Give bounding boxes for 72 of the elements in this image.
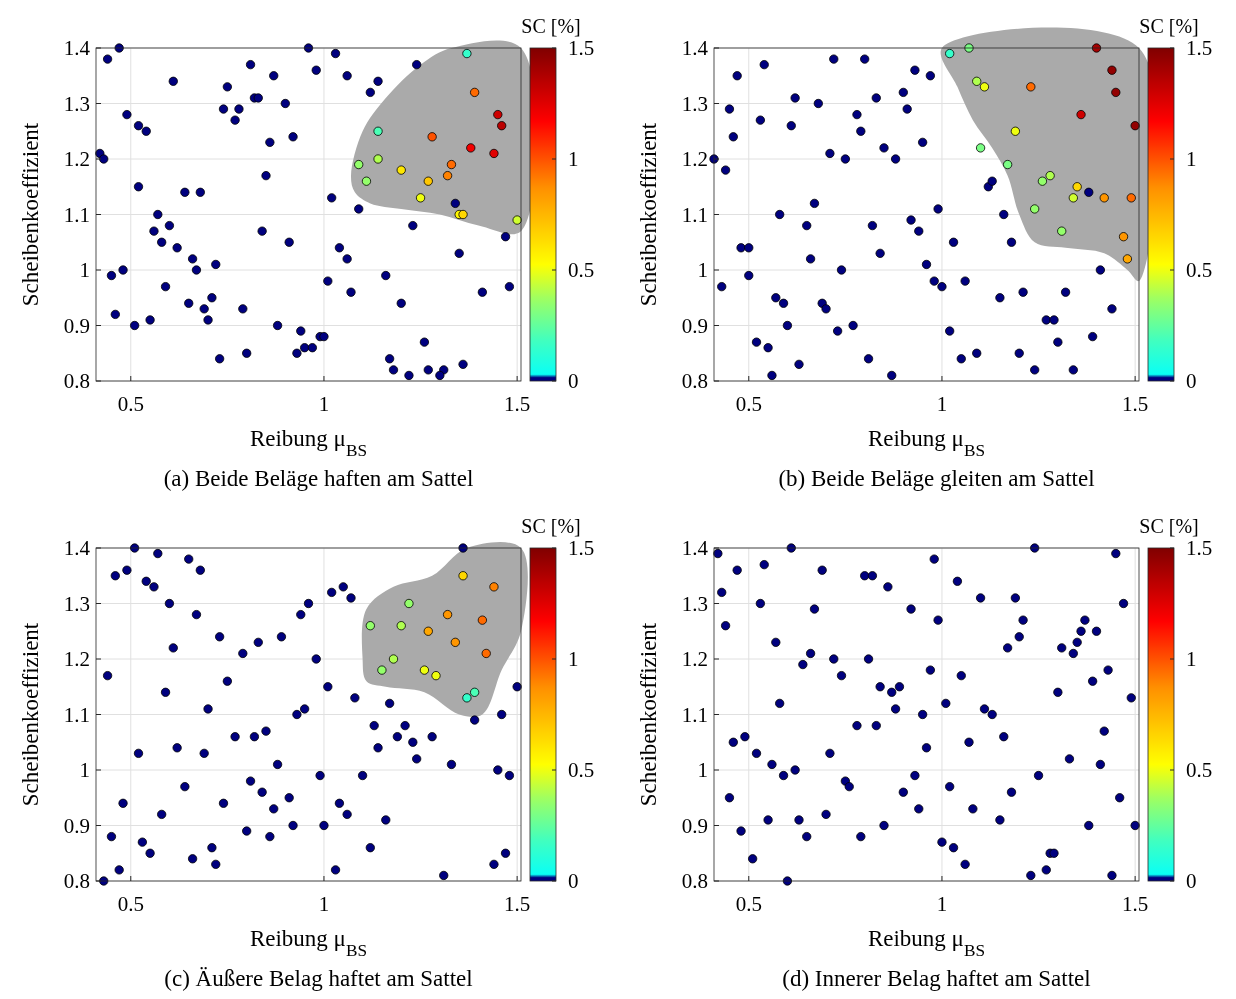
color-bar-title: SC [%] [521,15,581,37]
color-bar-label: 1 [568,147,579,172]
color-bar-label: 0 [568,869,579,894]
y-tick-label: 0.9 [681,313,708,338]
y-tick-label: 1.1 [63,702,90,727]
x-tick-label: 0.5 [117,392,144,416]
y-tick-label: 1.4 [681,536,709,561]
color-bar-label: 1.5 [568,536,595,561]
color-bar-label: 1.5 [1186,36,1213,61]
color-bar-label: 0 [568,369,579,394]
text: (c) Äußere Belag haftet am Sattel [164,966,473,991]
x-tick-label: 1.5 [1122,892,1149,916]
y-tick-label: 0.8 [63,369,90,394]
y-tick-label: 1.3 [681,591,708,616]
x-tick-label: 1 [936,392,948,416]
y-tick-label: 1.4 [681,36,709,61]
y-tick-label: 1.1 [63,202,90,227]
y-tick-label: 1.4 [63,36,91,61]
y-tick-label: 0.9 [681,813,708,838]
color-bar-label: 0.5 [568,258,595,283]
y-tick-label: 0.8 [63,869,90,894]
color-bar-label: 1 [1186,147,1197,172]
y-axis-title: Scheibenkoeffizient [18,622,43,807]
x-axis-title: Reibung μ$_{BS}$ [867,926,986,960]
x-tick-label: 1.5 [504,892,531,916]
color-bar-label: 0 [1186,869,1197,894]
color-bar-label: 0 [1186,369,1197,394]
color-bar-title: SC [%] [1139,15,1199,37]
color-bar-label: 1.5 [568,36,595,61]
y-tick-label: 1.1 [681,202,708,227]
color-bar-label: 0.5 [1186,758,1213,783]
y-axis-title: Scheibenkoeffizient [636,622,661,807]
y-tick-label: 1.2 [63,147,90,172]
y-tick-label: 1.4 [63,536,91,561]
x-tick-label: 0.5 [735,892,762,916]
y-tick-label: 1.2 [681,147,708,172]
y-tick-label: 1.3 [681,91,708,116]
y-tick-label: 1.3 [63,591,90,616]
x-tick-label: 0.5 [735,392,762,416]
x-tick-label: 1.5 [1122,392,1149,416]
x-tick-label: 0.5 [117,892,144,916]
y-tick-label: 0.8 [681,369,708,394]
color-bar-label: 0.5 [568,758,595,783]
y-tick-label: 1 [79,758,90,783]
y-tick-label: 1 [79,258,90,283]
y-axis-title: Scheibenkoeffizient [636,122,661,307]
x-tick-label: 1 [318,892,330,916]
y-tick-label: 1.3 [63,91,90,116]
color-bar-title: SC [%] [1139,515,1199,537]
x-tick-label: 1 [318,392,330,416]
color-bar-label: 1 [1186,647,1197,672]
y-tick-label: 0.9 [63,313,90,338]
y-tick-label: 1.2 [63,647,90,672]
color-bar-label: 1.5 [1186,536,1213,561]
x-axis-title: Reibung μ$_{BS}$ [249,426,368,460]
y-tick-label: 1.2 [681,647,708,672]
color-bar-label: 0.5 [1186,258,1213,283]
x-tick-label: 1.5 [504,392,531,416]
text: (b) Beide Beläge gleiten am Sattel [778,466,1095,491]
y-axis-title: Scheibenkoeffizient [18,122,43,307]
x-axis-title: Reibung μ$_{BS}$ [867,426,986,460]
y-tick-label: 1.1 [681,702,708,727]
text: (d) Innerer Belag haftet am Sattel [782,966,1091,991]
color-bar-label: 1 [568,647,579,672]
y-tick-label: 0.8 [681,869,708,894]
color-bar-title: SC [%] [521,515,581,537]
x-axis-title: Reibung μ$_{BS}$ [249,926,368,960]
y-tick-label: 1 [697,758,708,783]
text: (a) Beide Beläge haften am Sattel [163,466,474,491]
y-tick-label: 0.9 [63,813,90,838]
x-tick-label: 1 [936,892,948,916]
y-tick-label: 1 [697,258,708,283]
